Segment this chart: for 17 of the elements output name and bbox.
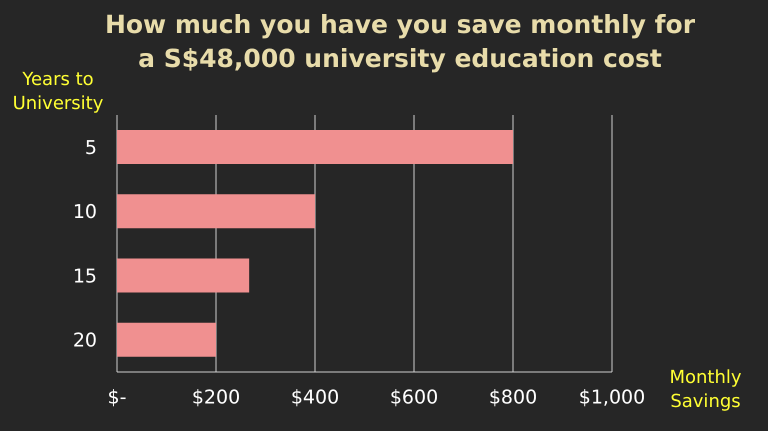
y-tick-label: 15 — [72, 265, 97, 288]
x-tick-label: $- — [108, 386, 126, 408]
y-tick-label: 20 — [72, 330, 97, 352]
y-tick-label: 5 — [84, 136, 97, 159]
x-tick-label: $200 — [192, 386, 240, 408]
y-axis-title: Years to University — [12, 68, 104, 116]
chart-title: How much you have you save monthly for a S$48,000 university education cost — [104, 9, 696, 75]
y-tick-label: 10 — [72, 201, 97, 224]
bar — [117, 322, 216, 357]
bar — [117, 194, 315, 228]
bar — [117, 258, 250, 292]
x-tick-label: $400 — [290, 386, 340, 408]
x-tick-label: $600 — [390, 386, 438, 408]
x-axis-title: Monthly Savings — [668, 366, 743, 414]
x-tick-label: $800 — [488, 386, 538, 408]
x-tick-label: $1,000 — [578, 386, 646, 408]
bar — [117, 130, 513, 164]
